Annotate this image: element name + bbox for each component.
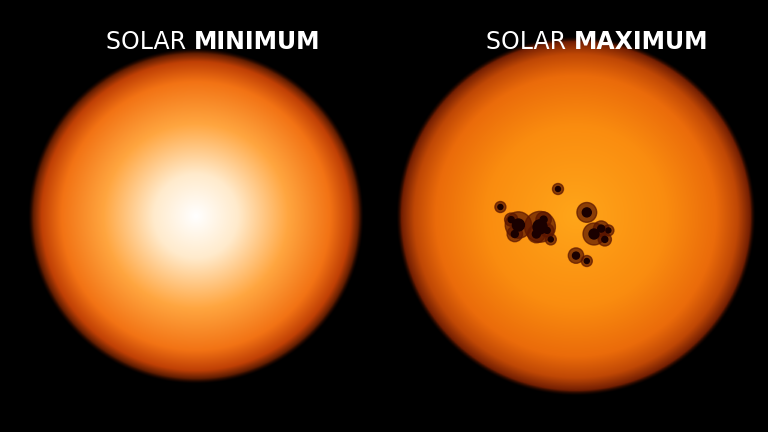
Circle shape <box>512 219 525 231</box>
Circle shape <box>507 226 522 241</box>
Circle shape <box>548 237 553 242</box>
Text: MAXIMUM: MAXIMUM <box>574 30 709 54</box>
Circle shape <box>545 234 556 245</box>
Circle shape <box>533 220 547 234</box>
Circle shape <box>581 255 592 267</box>
Circle shape <box>528 225 545 243</box>
Circle shape <box>606 228 611 233</box>
Circle shape <box>602 236 607 242</box>
Circle shape <box>598 233 611 246</box>
Circle shape <box>582 208 591 217</box>
Text: SOLAR: SOLAR <box>107 30 194 54</box>
Circle shape <box>594 221 609 236</box>
Circle shape <box>598 225 604 232</box>
Circle shape <box>603 225 614 236</box>
Circle shape <box>498 204 503 210</box>
Circle shape <box>589 229 599 239</box>
Circle shape <box>541 224 554 237</box>
Text: SOLAR: SOLAR <box>486 30 574 54</box>
Circle shape <box>508 216 515 222</box>
Circle shape <box>536 212 551 227</box>
Circle shape <box>568 248 584 263</box>
Circle shape <box>511 231 518 238</box>
Circle shape <box>505 213 518 226</box>
Circle shape <box>552 184 564 194</box>
Circle shape <box>545 227 550 233</box>
Circle shape <box>577 203 597 222</box>
Text: MINIMUM: MINIMUM <box>194 30 320 54</box>
Circle shape <box>584 258 589 264</box>
Circle shape <box>572 252 580 259</box>
Circle shape <box>555 187 561 191</box>
Circle shape <box>583 223 605 245</box>
Circle shape <box>532 230 541 238</box>
Circle shape <box>540 216 547 223</box>
Circle shape <box>495 201 506 213</box>
Circle shape <box>525 211 555 242</box>
Circle shape <box>505 212 531 238</box>
